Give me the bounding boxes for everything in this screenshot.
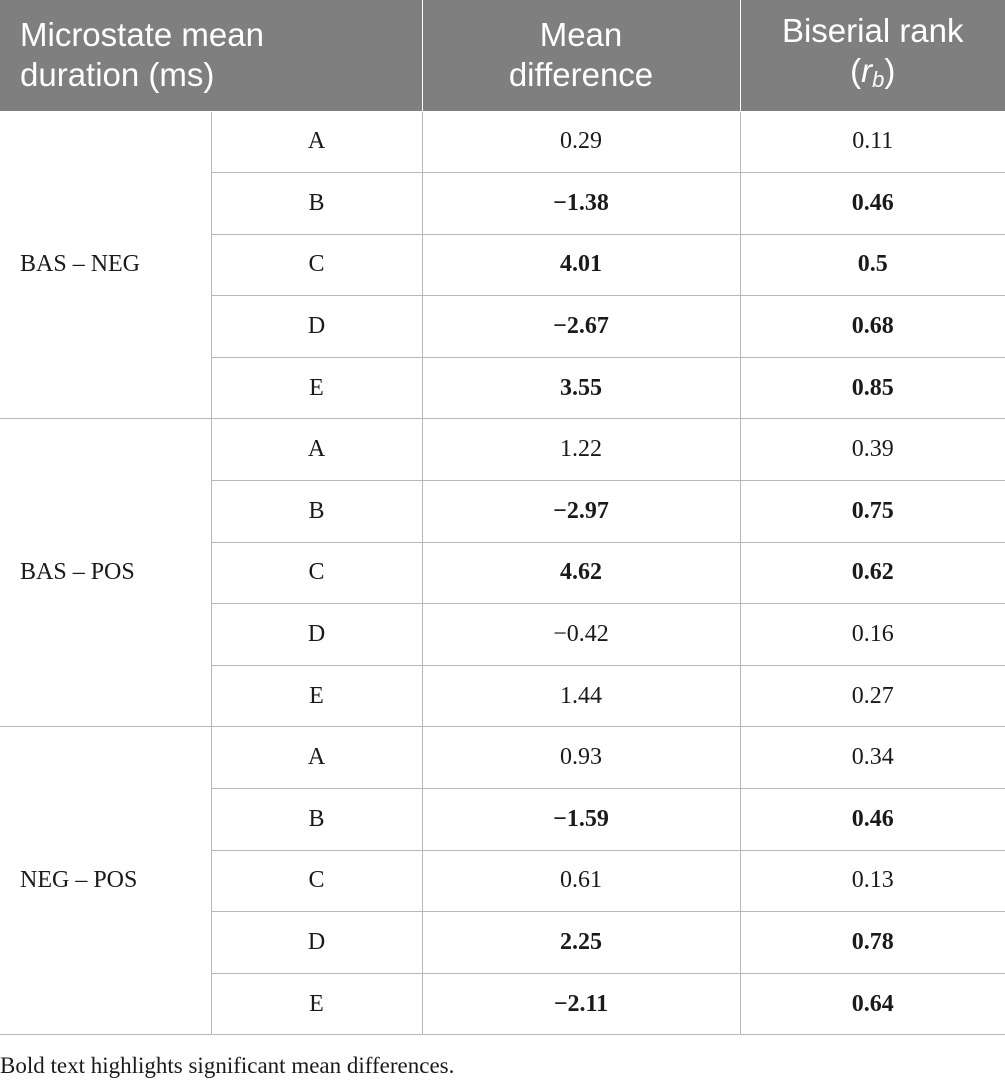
header-text-line: difference [508, 56, 654, 94]
microstate-cell: C [210, 541, 423, 605]
mean-difference-cell: 4.01 [421, 233, 741, 297]
biserial-rank-cell: 0.27 [739, 664, 1005, 728]
header-mean-difference: Mean difference [421, 0, 741, 112]
header-text-line: duration (ms) [20, 56, 215, 94]
comparison-group-label: NEG – POS [0, 726, 212, 1036]
table-row: D −0.42 0.16 [0, 603, 1005, 666]
microstate-cell: E [210, 664, 423, 728]
mean-difference-cell: −1.38 [421, 172, 741, 235]
comparison-group-label: BAS – NEG [0, 110, 212, 420]
biserial-rank-cell: 0.46 [739, 172, 1005, 235]
biserial-rank-cell: 0.75 [739, 480, 1005, 543]
header-text-line: Microstate mean [20, 16, 264, 54]
table-row: D −2.67 0.68 [0, 295, 1005, 358]
microstate-cell: A [210, 726, 423, 790]
mean-difference-cell: −2.11 [421, 972, 741, 1036]
table-body: BAS – NEG A 0.29 0.11 B −1.38 0.46 C 4.01 0.5 D −2.… [0, 110, 1005, 1036]
microstate-cell: B [210, 480, 423, 543]
table-row: C 4.62 0.62 [0, 541, 1005, 605]
table-footnote: Bold text highlights significant mean di… [0, 1053, 455, 1078]
mean-difference-cell: −2.97 [421, 480, 741, 543]
microstate-cell: D [210, 603, 423, 666]
header-row: Microstate mean duration (ms) Mean diffe… [0, 0, 1005, 112]
mean-difference-cell: 3.55 [421, 356, 741, 420]
header-text-line: Mean [539, 16, 623, 54]
microstate-cell: A [210, 418, 423, 482]
mean-difference-cell: 0.61 [421, 849, 741, 913]
mean-difference-cell: 0.29 [421, 110, 741, 174]
biserial-rank-cell: 0.5 [739, 233, 1005, 297]
biserial-rank-cell: 0.78 [739, 911, 1005, 974]
header-rb-symbol: (rb) [850, 51, 896, 92]
header-text-line: Biserial rank [781, 11, 964, 49]
microstate-cell: E [210, 356, 423, 420]
table-row: E 3.55 0.85 [0, 356, 1005, 420]
biserial-rank-cell: 0.13 [739, 849, 1005, 913]
mean-difference-cell: 1.22 [421, 418, 741, 482]
microstate-cell: B [210, 172, 423, 235]
mean-difference-cell: −2.67 [421, 295, 741, 358]
table-row: E −2.11 0.64 [0, 972, 1005, 1036]
microstate-cell: C [210, 849, 423, 913]
microstate-cell: E [210, 972, 423, 1036]
mean-difference-cell: 1.44 [421, 664, 741, 728]
table-row: BAS – NEG A 0.29 0.11 [0, 110, 1005, 420]
biserial-rank-cell: 0.11 [739, 110, 1005, 174]
table-row: C 0.61 0.13 [0, 849, 1005, 913]
table-row: C 4.01 0.5 [0, 233, 1005, 297]
mean-difference-cell: 4.62 [421, 541, 741, 605]
biserial-rank-cell: 0.62 [739, 541, 1005, 605]
header-microstate-duration: Microstate mean duration (ms) [0, 0, 423, 112]
table-row: D 2.25 0.78 [0, 911, 1005, 974]
mean-difference-cell: −0.42 [421, 603, 741, 666]
biserial-rank-cell: 0.68 [739, 295, 1005, 358]
biserial-rank-cell: 0.46 [739, 788, 1005, 851]
microstate-cell: C [210, 233, 423, 297]
table-row: B −2.97 0.75 [0, 480, 1005, 543]
microstate-cell: A [210, 110, 423, 174]
table-row: B −1.59 0.46 [0, 788, 1005, 851]
mean-difference-cell: 2.25 [421, 911, 741, 974]
microstate-cell: B [210, 788, 423, 851]
mean-difference-cell: −1.59 [421, 788, 741, 851]
microstate-cell: D [210, 911, 423, 974]
header-biserial-rank: Biserial rank (rb) [739, 0, 1005, 112]
biserial-rank-cell: 0.34 [739, 726, 1005, 790]
microstate-cell: D [210, 295, 423, 358]
table-header: Microstate mean duration (ms) Mean diffe… [0, 0, 1005, 112]
comparison-group-label: BAS – POS [0, 418, 212, 728]
biserial-rank-cell: 0.64 [739, 972, 1005, 1036]
table-row: BAS – POS A 1.22 0.39 [0, 418, 1005, 728]
biserial-rank-cell: 0.16 [739, 603, 1005, 666]
table-row: NEG – POS A 0.93 0.34 [0, 726, 1005, 1036]
biserial-rank-cell: 0.39 [739, 418, 1005, 482]
mean-difference-cell: 0.93 [421, 726, 741, 790]
table-row: E 1.44 0.27 [0, 664, 1005, 728]
results-table: Microstate mean duration (ms) Mean diffe… [0, 0, 1005, 1036]
biserial-rank-cell: 0.85 [739, 356, 1005, 420]
